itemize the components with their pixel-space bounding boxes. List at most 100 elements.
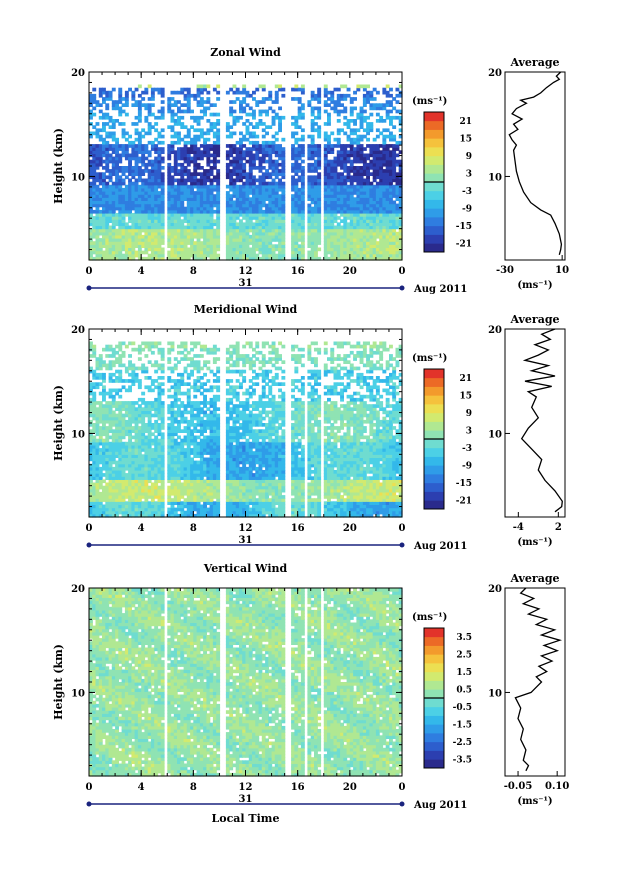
heatmap-cell — [336, 200, 341, 205]
heatmap-cell — [105, 241, 110, 245]
heatmap-cell — [183, 178, 188, 183]
heatmap-cell — [271, 216, 276, 220]
heatmap-cell — [353, 178, 357, 183]
heatmap-cell — [366, 213, 370, 217]
heatmap-cell — [366, 206, 370, 211]
heatmap-cell — [216, 144, 221, 148]
heatmap-cell — [98, 197, 103, 201]
heatmap-cell — [111, 216, 116, 220]
heatmap-cell — [118, 354, 123, 358]
heatmap-cell — [180, 103, 185, 107]
heatmap-cell — [131, 466, 136, 471]
heatmap-cell — [199, 187, 204, 192]
heatmap-cell — [170, 238, 175, 242]
heatmap-cell — [212, 103, 217, 107]
heatmap-cell — [382, 162, 387, 167]
heatmap-cell — [160, 347, 165, 352]
heatmap-cell — [121, 448, 126, 452]
heatmap-cell — [150, 476, 155, 480]
heatmap-cell — [102, 206, 106, 211]
heatmap-cell — [105, 495, 110, 499]
heatmap-cell — [196, 216, 201, 220]
heatmap-cell — [157, 350, 162, 355]
heatmap-cell — [212, 253, 217, 258]
heatmap-cell — [137, 103, 142, 107]
heatmap-cell — [300, 175, 305, 180]
heatmap-cell — [340, 147, 344, 151]
heatmap-cell — [150, 209, 155, 214]
heatmap-cell — [346, 234, 351, 239]
heatmap-cell — [92, 457, 97, 462]
heatmap-cell — [307, 256, 312, 261]
heatmap-cell — [183, 238, 188, 242]
heatmap-cell — [124, 250, 129, 255]
heatmap-cell — [265, 231, 269, 236]
heatmap-cell — [183, 184, 188, 189]
heatmap-cell — [310, 134, 315, 139]
heatmap-cell — [150, 200, 155, 205]
heatmap-cell — [131, 382, 136, 386]
heatmap-cell — [268, 191, 273, 195]
heatmap-cell — [154, 128, 159, 133]
heatmap-cell — [98, 231, 103, 236]
heatmap-cell — [89, 203, 93, 208]
heatmap-cell — [248, 225, 253, 230]
heatmap-cell — [395, 109, 400, 114]
heatmap-cell — [92, 344, 97, 349]
heatmap-cell — [369, 219, 374, 223]
heatmap-cell — [157, 228, 162, 233]
heatmap-cell — [333, 247, 338, 252]
heatmap-cell — [170, 473, 175, 477]
heatmap-cell — [128, 416, 132, 421]
heatmap-cell — [131, 513, 136, 518]
heatmap-cell — [268, 200, 273, 205]
heatmap-cell — [160, 175, 165, 180]
heatmap-cell — [150, 507, 155, 512]
heatmap-cell — [366, 156, 370, 161]
heatmap-cell — [300, 250, 305, 255]
heatmap-cell — [297, 213, 302, 217]
heatmap-cell — [95, 225, 100, 230]
profile-line — [508, 71, 563, 255]
heatmap-cell — [190, 197, 194, 201]
heatmap-cell — [98, 466, 103, 471]
heatmap-cell — [212, 222, 217, 227]
heatmap-cell — [362, 219, 367, 223]
heatmap-cell — [353, 90, 357, 95]
heatmap-cell — [124, 131, 129, 136]
heatmap-cell — [323, 87, 328, 92]
heatmap-cell — [395, 178, 400, 183]
heatmap-cell — [177, 122, 181, 126]
heatmap-cell — [102, 394, 106, 399]
heatmap-cell — [258, 166, 263, 170]
heatmap-cell — [121, 191, 126, 195]
heatmap-cell — [167, 187, 172, 192]
heatmap-cell — [144, 354, 149, 358]
heatmap-cell — [300, 238, 305, 242]
heatmap-cell — [137, 203, 142, 208]
heatmap-cell — [310, 256, 315, 261]
heatmap-cell — [115, 379, 119, 383]
heatmap-cell — [95, 410, 100, 415]
heatmap-cell — [327, 200, 331, 205]
heatmap-cell — [330, 250, 335, 255]
heatmap-cell — [239, 250, 243, 255]
heatmap-cell — [134, 144, 139, 148]
heatmap-cell — [154, 369, 159, 374]
heatmap-cell — [124, 513, 129, 518]
heatmap-cell — [252, 178, 256, 183]
heatmap-cell — [111, 247, 116, 252]
heatmap-cell — [160, 416, 165, 421]
heatmap-cell — [154, 87, 159, 92]
heatmap-cell — [248, 187, 253, 192]
heatmap-cell — [323, 93, 328, 98]
heatmap-cell — [307, 244, 312, 248]
heatmap-cell — [349, 187, 354, 192]
heatmap-cell — [190, 147, 194, 151]
heatmap-cell — [98, 460, 103, 465]
heatmap-cell — [144, 448, 149, 452]
heatmap-cell — [118, 379, 123, 383]
heatmap-cell — [300, 244, 305, 248]
heatmap-cell — [170, 206, 175, 211]
heatmap-cell — [239, 153, 243, 158]
